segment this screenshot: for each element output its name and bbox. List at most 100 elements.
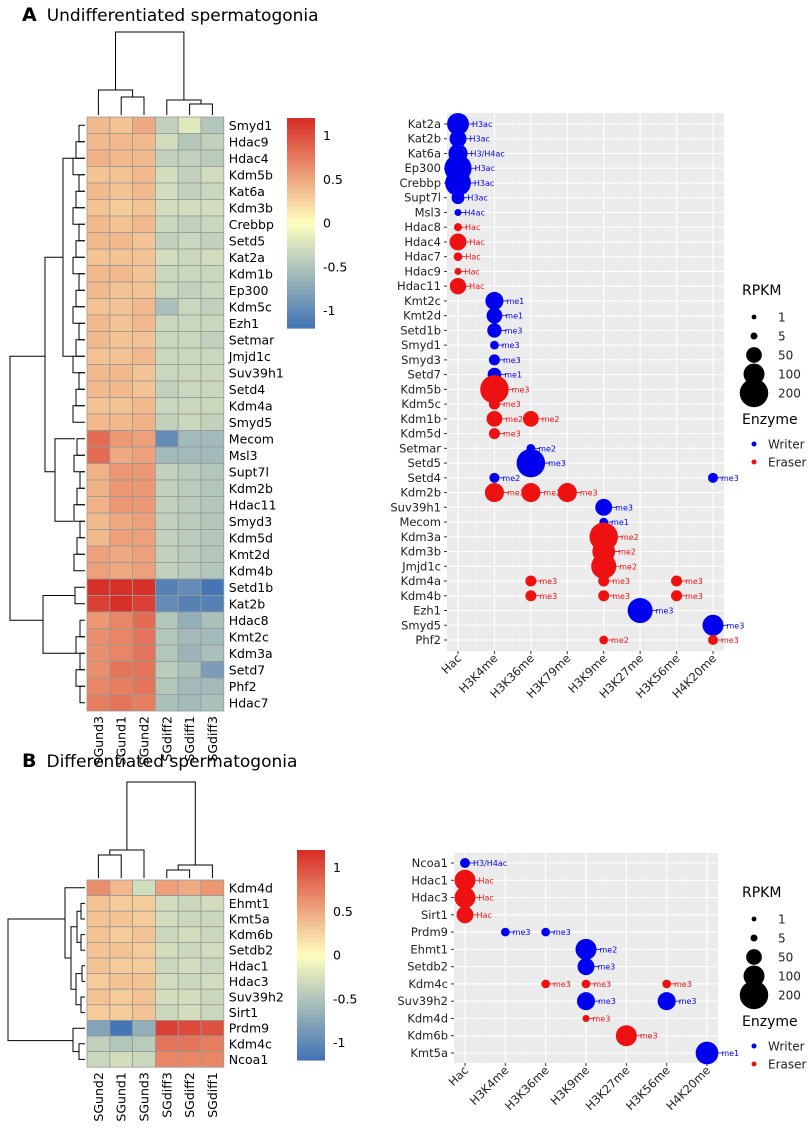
panel-a-heat-cell	[132, 265, 156, 283]
dendro-link	[44, 256, 63, 473]
panel-a-legend-strip	[287, 202, 315, 207]
panel-a-point-label: me3	[502, 341, 520, 350]
dendro-link	[78, 124, 85, 143]
dendro-link	[80, 902, 85, 920]
panel-a-heat-cell	[109, 265, 134, 283]
panel-a-point-smyd1	[490, 340, 499, 350]
panel-a-rpkm-key	[743, 363, 765, 385]
panel-a-heat-cell	[154, 545, 179, 563]
panel-a-heat-cell	[86, 446, 111, 464]
panel-b-row-label: Kdm4c	[229, 1036, 272, 1051]
panel-a-row-label: Setd1b	[229, 580, 273, 595]
panel-b-row-label: Setdb2	[229, 943, 273, 958]
panel-a-rpkm-key	[751, 314, 757, 320]
panel-a-heat-cell	[200, 578, 225, 596]
panel-b-legend-tick: 1	[333, 860, 341, 875]
panel-b-point-label: me3	[640, 1032, 658, 1041]
panel-b-legend-strip	[297, 976, 325, 981]
panel-a-heat-cell	[132, 446, 156, 464]
panel-b-point-label: me3	[679, 997, 697, 1006]
panel-b-heat-cell	[177, 988, 202, 1006]
panel-a-point-label: me3	[580, 489, 598, 498]
panel-a-heat-cell	[177, 331, 202, 349]
panel-b-col-label: SGund3	[137, 1072, 152, 1121]
panel-a-point-setd4	[708, 472, 718, 483]
panel-a-heat-cell	[132, 463, 156, 481]
panel-a-legend-strip	[287, 168, 315, 174]
panel-a-heat-cell	[154, 149, 179, 167]
panel-a-heat-cell	[86, 578, 111, 596]
panel-b-legend-strip	[297, 850, 325, 855]
panel-a-y-label: Hdac9	[404, 264, 441, 278]
panel-a-heat-cell	[154, 364, 179, 382]
panel-a-legend-strip	[287, 311, 315, 316]
panel-b-legend-strip	[297, 1005, 325, 1011]
panel-a-y-label: Kat6a	[408, 146, 441, 160]
panel-a-point-label: Hac	[465, 253, 480, 262]
panel-b-legend-strip	[297, 875, 325, 880]
panel-b-legend-strip	[297, 871, 325, 876]
panel-b-rpkm-title: RPKM	[742, 885, 781, 901]
panel-a-point-label: me3	[721, 636, 739, 645]
panel-b-heat-cell	[86, 895, 111, 912]
panel-b-legend-strip	[297, 917, 325, 922]
panel-a-legend-tick: 0	[323, 216, 331, 231]
panel-b-heat-cell	[132, 910, 156, 928]
panel-a-point-label: me3	[612, 592, 630, 601]
panel-a-heat-cell	[132, 595, 156, 613]
panel-b-legend-strip	[297, 959, 325, 964]
panel-a-heat-cell	[177, 314, 202, 332]
panel-a-heat-cell	[86, 133, 111, 151]
panel-a-legend-strip	[287, 269, 315, 274]
panel-b-heat-cell	[109, 988, 134, 1006]
panel-b-heat-cell	[109, 1035, 134, 1053]
panel-a-point-label: me3	[685, 592, 703, 601]
panel-a-heat-cell	[86, 562, 111, 580]
panel-b-letter: B	[22, 750, 37, 772]
panel-a-heat-cell	[86, 215, 111, 233]
panel-a-point-label: H3ac	[467, 194, 487, 203]
panel-a-heat-cell	[109, 133, 134, 151]
panel-b-heat-cell	[177, 1035, 202, 1053]
panel-a-y-label: Setd7	[407, 368, 441, 382]
panel-a-row-label: Hdac8	[229, 613, 269, 628]
panel-b-heat-cell	[109, 942, 134, 959]
dendro-link	[79, 471, 85, 489]
panel-b-col-label: SGund1	[114, 1072, 129, 1121]
panel-a-point-label: me3	[505, 326, 523, 335]
panel-a-legend-strip	[287, 231, 315, 237]
panel-a-heat-cell	[86, 479, 111, 497]
panel-a-legend-strip	[287, 185, 315, 190]
panel-a-y-label: Kdm5c	[401, 397, 441, 411]
panel-b-heat-cell	[200, 910, 225, 928]
panel-a-heat-cell	[109, 397, 134, 415]
panel-a-point-label: me3	[503, 356, 521, 365]
panel-a-heat-cell	[132, 133, 156, 151]
dendro-link	[79, 652, 85, 671]
panel-b-rpkm-value: 5	[778, 932, 786, 946]
panel-a-heat-cell	[132, 298, 156, 316]
panel-a-heat-cell	[154, 298, 179, 316]
panel-a-heat-cell	[200, 215, 225, 233]
panel-a-point-label: me3	[503, 430, 521, 439]
panel-b-legend-strip	[297, 971, 325, 977]
panel-a-heat-cell	[177, 380, 202, 398]
panel-b-heat-cell	[132, 1051, 156, 1068]
panel-b-legend-strip	[297, 1047, 325, 1053]
panel-a-heat-cell	[200, 182, 225, 200]
panel-b-heat-cell	[154, 942, 179, 959]
panel-a-row-label: Hdac4	[229, 151, 269, 166]
panel-b-legend-strip	[297, 892, 325, 897]
panel-a-legend-strip	[287, 218, 315, 224]
panel-a-heat-cell	[132, 397, 156, 415]
dendro-link	[80, 934, 85, 951]
panel-a-row-label: Jmjd1c	[228, 349, 271, 364]
panel-b-legend-tick: 0.5	[333, 904, 353, 919]
panel-a-y-label: Suv39h1	[390, 500, 441, 514]
panel-b-point-suv39h2	[657, 992, 676, 1011]
panel-a-heat-cell	[86, 182, 111, 200]
dendro-link	[72, 355, 85, 374]
panel-a-legend-strip	[287, 273, 315, 279]
panel-b-heat-cell	[132, 879, 156, 897]
panel-a-point-label: me3	[539, 592, 557, 601]
